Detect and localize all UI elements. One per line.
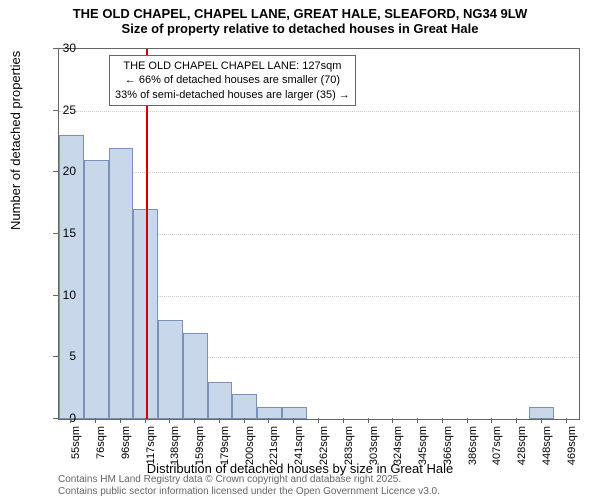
x-tick-label: 283sqm (343, 426, 355, 466)
title-sub: Size of property relative to detached ho… (0, 21, 600, 40)
x-tick-label: 179sqm (219, 426, 231, 466)
bar (109, 148, 134, 419)
x-tick-label: 428sqm (516, 426, 528, 466)
x-tick-label: 345sqm (417, 426, 429, 466)
x-tick-label: 262sqm (318, 426, 330, 466)
y-tick-mark (53, 233, 58, 234)
x-tick-mark (70, 418, 71, 423)
annotation-line2: ← 66% of detached houses are smaller (70… (115, 73, 350, 87)
x-tick-mark (120, 418, 121, 423)
bar (257, 407, 282, 419)
title-main: THE OLD CHAPEL, CHAPEL LANE, GREAT HALE,… (0, 0, 600, 21)
y-tick-mark (53, 418, 58, 419)
x-tick-label: 448sqm (541, 426, 553, 466)
bar (529, 407, 554, 419)
x-tick-label: 138sqm (169, 426, 181, 466)
x-tick-label: 200sqm (244, 426, 256, 466)
y-tick-label: 25 (63, 103, 76, 117)
bar (84, 160, 109, 419)
x-tick-mark (318, 418, 319, 423)
x-tick-label: 324sqm (392, 426, 404, 466)
x-tick-label: 159sqm (194, 426, 206, 466)
x-tick-label: 407sqm (491, 426, 503, 466)
bar (232, 394, 257, 419)
x-tick-mark (392, 418, 393, 423)
x-tick-label: 469sqm (566, 426, 578, 466)
x-tick-mark (268, 418, 269, 423)
x-tick-label: 55sqm (70, 426, 82, 466)
x-tick-mark (368, 418, 369, 423)
x-tick-mark (145, 418, 146, 423)
x-tick-label: 96sqm (120, 426, 132, 466)
y-tick-label: 20 (63, 164, 76, 178)
x-tick-mark (541, 418, 542, 423)
x-tick-mark (169, 418, 170, 423)
bar (183, 333, 208, 419)
bar (158, 320, 183, 419)
y-tick-mark (53, 295, 58, 296)
x-tick-label: 386sqm (467, 426, 479, 466)
y-tick-label: 10 (63, 288, 76, 302)
x-tick-mark (442, 418, 443, 423)
y-tick-mark (53, 110, 58, 111)
y-tick-label: 15 (63, 226, 76, 240)
x-tick-mark (293, 418, 294, 423)
x-tick-mark (95, 418, 96, 423)
x-tick-mark (491, 418, 492, 423)
gridline (59, 111, 579, 112)
annotation-box: THE OLD CHAPEL CHAPEL LANE: 127sqm ← 66%… (109, 55, 356, 106)
plot-area: THE OLD CHAPEL CHAPEL LANE: 127sqm ← 66%… (58, 48, 580, 420)
footer-line1: Contains HM Land Registry data © Crown c… (58, 474, 440, 486)
footer-line2: Contains public sector information licen… (58, 486, 440, 498)
x-tick-label: 303sqm (368, 426, 380, 466)
x-tick-label: 221sqm (268, 426, 280, 466)
x-tick-mark (343, 418, 344, 423)
annotation-line1: THE OLD CHAPEL CHAPEL LANE: 127sqm (115, 59, 350, 73)
x-tick-label: 366sqm (442, 426, 454, 466)
y-tick-mark (53, 48, 58, 49)
y-tick-label: 5 (69, 349, 76, 363)
x-tick-mark (417, 418, 418, 423)
x-tick-mark (516, 418, 517, 423)
x-tick-mark (244, 418, 245, 423)
x-tick-label: 76sqm (95, 426, 107, 466)
y-tick-mark (53, 356, 58, 357)
footer: Contains HM Land Registry data © Crown c… (58, 474, 440, 498)
y-tick-label: 30 (63, 41, 76, 55)
bar (208, 382, 233, 419)
x-tick-label: 117sqm (145, 426, 157, 466)
chart-container: THE OLD CHAPEL, CHAPEL LANE, GREAT HALE,… (0, 0, 600, 500)
x-tick-mark (219, 418, 220, 423)
gridline (59, 172, 579, 173)
y-axis-label: Number of detached properties (8, 51, 23, 230)
x-tick-mark (467, 418, 468, 423)
y-tick-mark (53, 171, 58, 172)
x-tick-mark (194, 418, 195, 423)
x-tick-mark (566, 418, 567, 423)
annotation-line3: 33% of semi-detached houses are larger (… (115, 88, 350, 102)
x-tick-label: 241sqm (293, 426, 305, 466)
